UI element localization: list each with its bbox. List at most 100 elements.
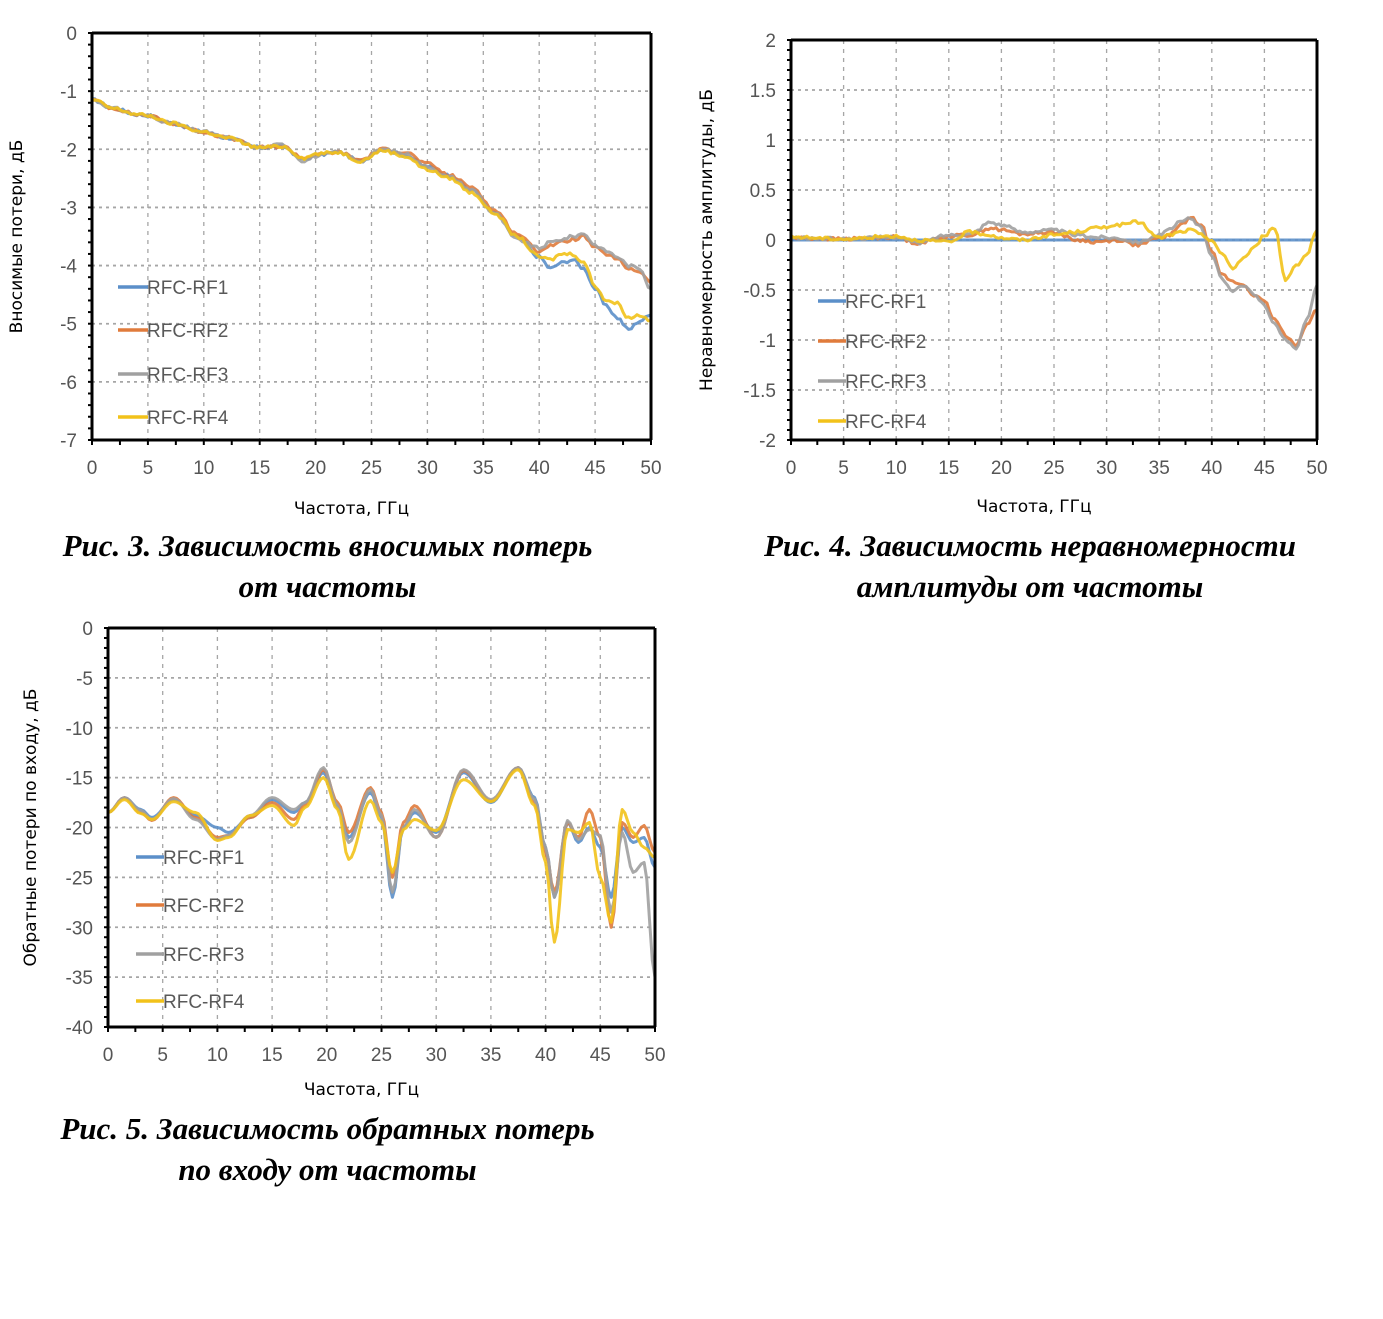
y-axis-title: Вносимые потери, дБ: [7, 140, 27, 334]
y-tick-label: -5: [76, 669, 93, 690]
x-tick-label: 20: [991, 458, 1012, 479]
y-tick-label: -30: [66, 918, 93, 939]
caption-fig5-line2: по входу от частоты: [178, 1152, 477, 1187]
legend-label: RFC-RF4: [147, 408, 229, 429]
legend-item-rfc-rf2: RFC-RF2: [118, 321, 228, 342]
legend-label: RFC-RF3: [147, 365, 228, 386]
fig4-plot: 2 1.5 1 0.5 0 -0.5 -1 -1.5 -2 0 5 10 15 20 25 30 35 40 45 5…: [697, 31, 1328, 517]
x-tick-label: 35: [473, 458, 494, 479]
legend-item-rfc-rf2: RFC-RF2: [136, 896, 244, 917]
legend-label: RFC-RF1: [845, 292, 926, 313]
y-tick-label: -20: [66, 819, 93, 840]
x-tick-label: 40: [529, 458, 550, 479]
x-tick-label: 50: [640, 458, 661, 479]
x-tick-label: 40: [1201, 458, 1222, 479]
legend-item-rfc-rf1: RFC-RF1: [136, 848, 244, 869]
caption-fig3-line1: Рис. 3. Зависимость вносимых потерь: [62, 528, 593, 563]
y-tick-label: -7: [60, 431, 77, 452]
y-tick-label: -10: [66, 719, 93, 740]
y-tick-label: 2: [765, 31, 776, 52]
y-tick-label: -3: [60, 198, 77, 219]
legend-label: RFC-RF2: [163, 896, 244, 917]
y-tick-label: -0.5: [743, 281, 776, 302]
x-tick-label: 10: [193, 458, 214, 479]
x-tick-label: 40: [535, 1045, 556, 1066]
legend-item-rfc-rf4: RFC-RF4: [118, 408, 229, 429]
series-line-rfc-rf4: [91, 97, 651, 323]
y-tick-label: -1: [759, 331, 776, 352]
y-tick-label: -15: [66, 769, 93, 790]
x-tick-label: 20: [316, 1045, 337, 1066]
x-tick-label: 50: [644, 1045, 665, 1066]
legend-item-rfc-rf2: RFC-RF2: [818, 332, 926, 353]
y-axis-title: Обратные потери по входу, дБ: [21, 689, 41, 967]
y-tick-label: -35: [66, 968, 93, 989]
y-tick-label: 0: [765, 231, 776, 252]
caption-fig5: Рис. 5. Зависимость обратных потерь по в…: [0, 1108, 655, 1190]
legend-label: RFC-RF2: [147, 321, 228, 342]
x-tick-label: 35: [1149, 458, 1170, 479]
x-tick-label: 0: [87, 458, 98, 479]
x-tick-label: 25: [1043, 458, 1064, 479]
chart-insertion-loss: 0 -1 -2 -3 -4 -5 -6 -7 0 5 10 15 20 25 30 35 40 45 50 Часто…: [0, 0, 680, 520]
x-tick-label: 5: [838, 458, 849, 479]
legend-item-rfc-rf1: RFC-RF1: [118, 278, 228, 299]
y-tick-label: 1.5: [750, 81, 776, 102]
y-tick-label: -6: [60, 373, 77, 394]
fig3-plot: 0 -1 -2 -3 -4 -5 -6 -7 0 5 10 15 20 25 30 35 40 45 50 Часто…: [7, 24, 662, 519]
x-tick-label: 30: [1096, 458, 1117, 479]
x-tick-label: 30: [426, 1045, 447, 1066]
legend-label: RFC-RF1: [147, 278, 228, 299]
legend-label: RFC-RF2: [845, 332, 926, 353]
y-axis-title: Неравномерность амплитуды, дБ: [697, 89, 717, 391]
caption-fig4-line1: Рис. 4. Зависимость неравномерности: [764, 528, 1296, 563]
y-tick-label: -25: [66, 868, 93, 889]
y-tick-label: 0.5: [750, 181, 776, 202]
chart-amplitude-flatness: 2 1.5 1 0.5 0 -0.5 -1 -1.5 -2 0 5 10 15 20 25 30 35 40 45 5…: [0, 0, 1383, 520]
y-tick-label: 0: [82, 619, 93, 640]
x-tick-label: 20: [305, 458, 326, 479]
y-tick-label: -1.5: [743, 381, 776, 402]
x-tick-label: 15: [262, 1045, 283, 1066]
x-tick-label: 5: [143, 458, 154, 479]
y-tick-label: -40: [66, 1018, 93, 1039]
caption-fig4: Рис. 4. Зависимость неравномерности ампл…: [690, 525, 1370, 607]
legend-item-rfc-rf1: RFC-RF1: [818, 292, 926, 313]
legend-item-rfc-rf4: RFC-RF4: [818, 412, 927, 433]
x-tick-label: 45: [590, 1045, 611, 1066]
x-tick-label: 5: [157, 1045, 168, 1066]
legend-label: RFC-RF1: [163, 848, 244, 869]
chart-return-loss: 0 -5 -10 -15 -20 -25 -30 -35 -40 0 5 10 15 20 25 30 35 40…: [0, 0, 700, 1110]
series-line-rfc-rf4: [790, 219, 1319, 283]
chart-return-loss-svg: 0 -5 -10 -15 -20 -25 -30 -35 -40 0 5 10 15 20 25 30 35 40…: [21, 619, 666, 1100]
caption-fig4-line2: амплитуды от частоты: [856, 569, 1204, 604]
x-tick-label: 45: [585, 458, 606, 479]
x-tick-label: 15: [938, 458, 959, 479]
x-tick-label: 35: [480, 1045, 501, 1066]
y-tick-label: 1: [765, 131, 776, 152]
x-tick-label: 25: [361, 458, 382, 479]
y-tick-label: -4: [60, 257, 77, 278]
x-tick-label: 50: [1306, 458, 1327, 479]
x-tick-label: 45: [1254, 458, 1275, 479]
legend-item-rfc-rf4: RFC-RF4: [136, 992, 245, 1013]
legend-item-rfc-rf3: RFC-RF3: [118, 365, 228, 386]
x-tick-label: 15: [249, 458, 270, 479]
legend-item-rfc-rf3: RFC-RF3: [136, 945, 244, 966]
fig5-plot: 0 -5 -10 -15 -20 -25 -30 -35 -40 0 5 10 15 20 25 30 35 40…: [21, 619, 666, 1100]
x-axis-title: Частота, ГГц: [294, 499, 409, 519]
legend-label: RFC-RF4: [163, 992, 245, 1013]
caption-fig3: Рис. 3. Зависимость вносимых потерь от ч…: [0, 525, 655, 607]
x-axis-title: Частота, ГГц: [976, 497, 1091, 517]
series-line-rfc-rf4: [107, 768, 656, 944]
x-tick-label: 10: [886, 458, 907, 479]
y-tick-label: -2: [60, 140, 77, 161]
y-tick-label: -5: [60, 315, 77, 336]
x-tick-label: 0: [786, 458, 797, 479]
caption-fig3-line2: от частоты: [238, 569, 417, 604]
series-line-rfc-rf3: [107, 766, 657, 978]
y-tick-label: -1: [60, 82, 77, 103]
chart-insertion-loss-svg: 0 -1 -2 -3 -4 -5 -6 -7 0 5 10 15 20 25 30 35 40 45 50 Часто…: [7, 24, 662, 519]
legend-label: RFC-RF3: [163, 945, 244, 966]
x-tick-label: 30: [417, 458, 438, 479]
